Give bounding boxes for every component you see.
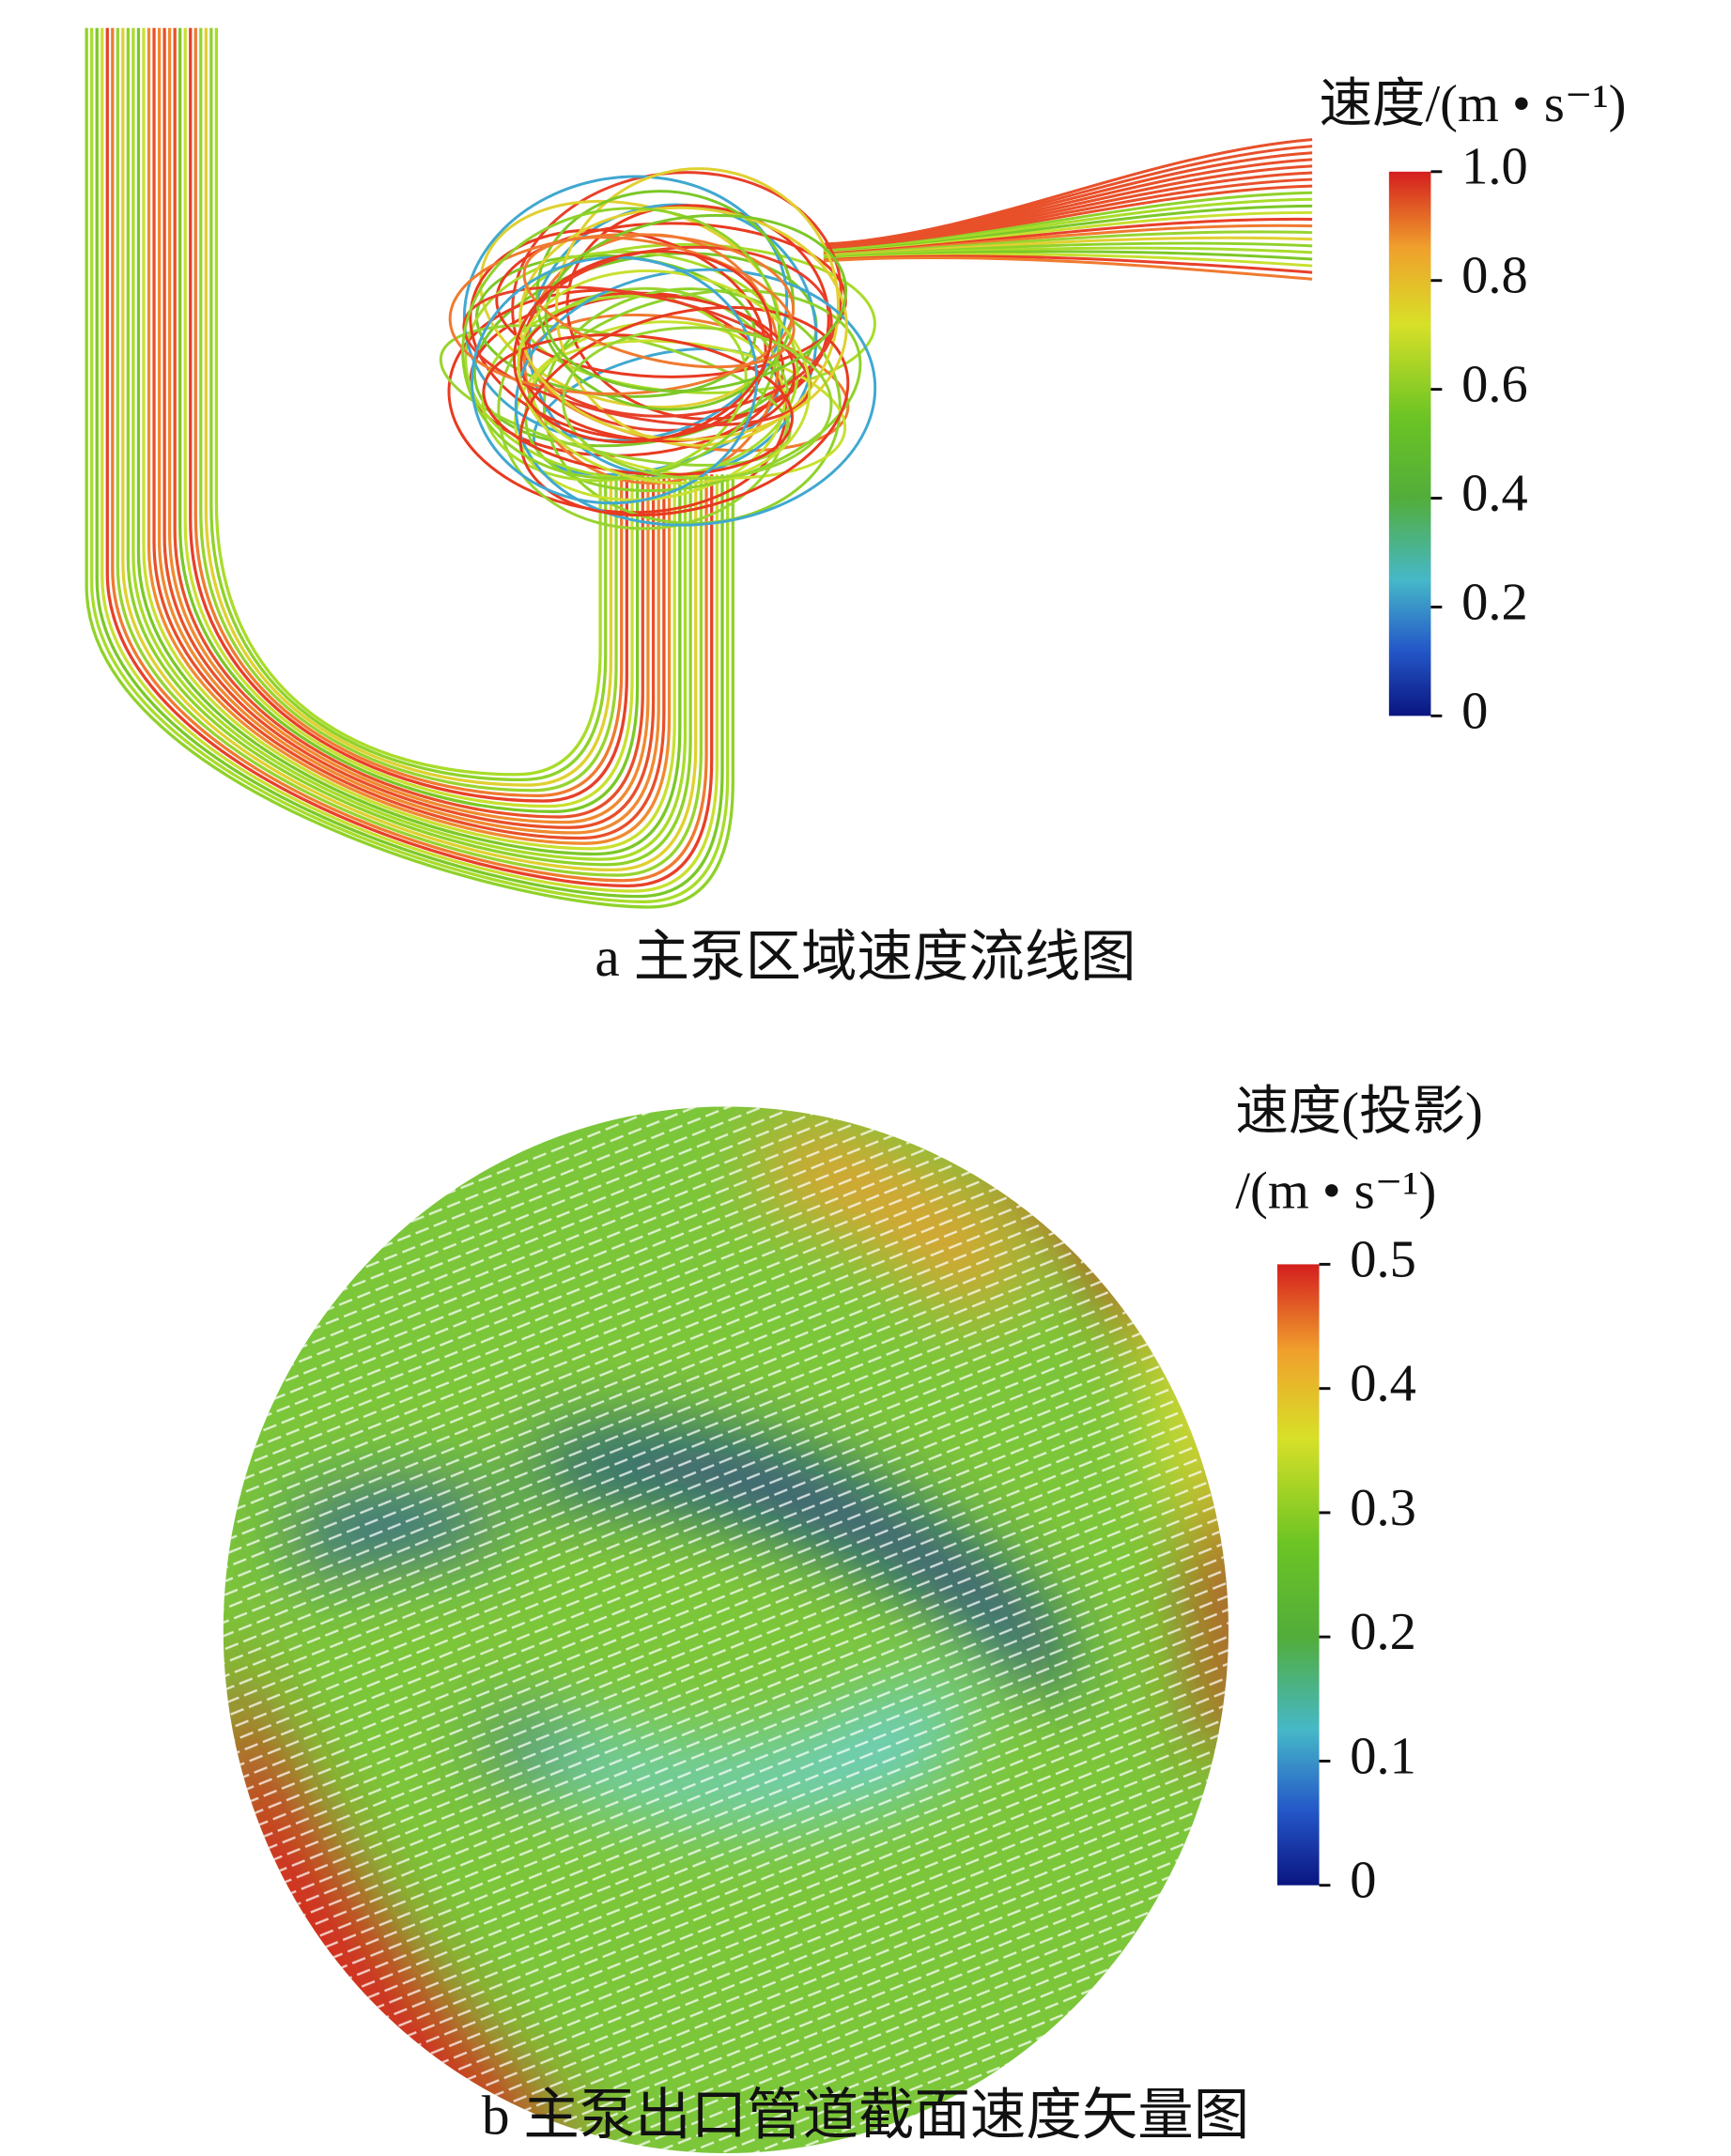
colorbar-tick-label: 1.0: [1461, 138, 1528, 196]
streamline: [105, 27, 714, 888]
streamline: [204, 27, 613, 787]
colorbar-tick-label: 0: [1350, 1852, 1376, 1910]
streamline: [173, 27, 644, 819]
streamline: [90, 27, 730, 903]
pump-streamline: [555, 167, 840, 447]
streamline: [131, 27, 688, 861]
streamline: [136, 27, 682, 856]
colorbar-tick-label: 0.5: [1350, 1230, 1416, 1288]
caption: a 主泵区域速度流线图: [595, 926, 1136, 988]
streamline: [85, 27, 734, 909]
pump-streamline: [562, 326, 833, 480]
colorbar: [1388, 171, 1431, 716]
velocity-disc: [223, 1106, 1229, 2154]
colorbar-tick-label: 0.8: [1461, 247, 1528, 305]
colorbar-tick-label: 0.6: [1461, 356, 1528, 414]
streamline: [121, 27, 698, 872]
streamline: [157, 27, 660, 835]
colorbar-tick-label: 0: [1461, 682, 1488, 740]
colorbar-title: /(m • s⁻¹): [1235, 1163, 1436, 1221]
streamline: [152, 27, 666, 840]
streamline: [193, 27, 624, 797]
pump-streamline: [471, 255, 759, 505]
pump-streamline: [517, 269, 811, 485]
colorbar-tick-label: 0.2: [1350, 1603, 1416, 1661]
streamline: [183, 27, 634, 808]
colorbar-tick-label: 0.1: [1350, 1727, 1416, 1785]
colorbar-tick-label: 0.3: [1350, 1479, 1416, 1537]
colorbar: [1276, 1264, 1320, 1886]
streamline: [214, 27, 602, 777]
streamlines: [85, 27, 1313, 909]
streamline: [111, 27, 708, 883]
streamline: [209, 27, 608, 782]
pump-streamline: [482, 333, 794, 476]
pump-streamline: [544, 213, 848, 393]
streamline: [823, 255, 1313, 281]
colorbar-title: 速度(投影): [1235, 1083, 1483, 1141]
streamline: [178, 27, 640, 813]
pump-streamline: [512, 250, 773, 444]
streamline: [167, 27, 650, 824]
streamline: [100, 27, 719, 893]
pump-streamline: [524, 288, 862, 493]
streamline: [116, 27, 703, 877]
streamline: [162, 27, 656, 829]
streamline: [147, 27, 672, 845]
colorbar-tick-label: 0.4: [1461, 464, 1528, 522]
pump-streamline: [522, 236, 796, 369]
colorbar-tick-label: 0.2: [1461, 573, 1528, 631]
pump-streamline: [518, 206, 848, 441]
streamline: [199, 27, 618, 793]
streamline: [142, 27, 676, 851]
colorbar-title: 速度/(m • s⁻¹): [1320, 75, 1627, 133]
caption: b 主泵出口管道截面速度矢量图: [482, 2084, 1249, 2146]
colorbar-tick-label: 0.4: [1350, 1355, 1416, 1413]
streamline: [189, 27, 628, 803]
streamline: [126, 27, 692, 867]
streamline: [95, 27, 724, 899]
